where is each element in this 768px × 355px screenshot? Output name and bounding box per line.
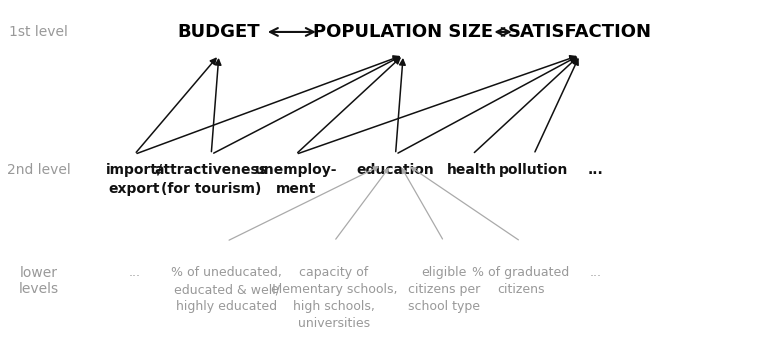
Text: BUDGET: BUDGET — [177, 23, 260, 41]
Text: % of uneducated,
educated & well/
highly educated: % of uneducated, educated & well/ highly… — [171, 266, 282, 313]
Text: POPULATION SIZE: POPULATION SIZE — [313, 23, 493, 41]
Text: 1st level: 1st level — [9, 25, 68, 39]
Text: attractiveness
(for tourism): attractiveness (for tourism) — [154, 163, 268, 196]
Text: health: health — [447, 163, 498, 177]
Text: eligible
citizens per
school type: eligible citizens per school type — [408, 266, 480, 313]
Text: SATISFACTION: SATISFACTION — [508, 23, 652, 41]
Text: education: education — [356, 163, 435, 177]
Text: % of graduated
citizens: % of graduated citizens — [472, 266, 569, 296]
Text: ...: ... — [128, 266, 141, 279]
Text: 2nd level: 2nd level — [6, 163, 71, 177]
Text: pollution: pollution — [499, 163, 568, 177]
Text: import/
export: import/ export — [106, 163, 163, 196]
Text: unemploy-
ment: unemploy- ment — [254, 163, 337, 196]
Text: lower
levels: lower levels — [18, 266, 58, 296]
Text: ...: ... — [589, 266, 601, 279]
Text: capacity of
elementary schools,
high schools,
universities: capacity of elementary schools, high sch… — [271, 266, 397, 330]
Text: ...: ... — [588, 163, 603, 177]
